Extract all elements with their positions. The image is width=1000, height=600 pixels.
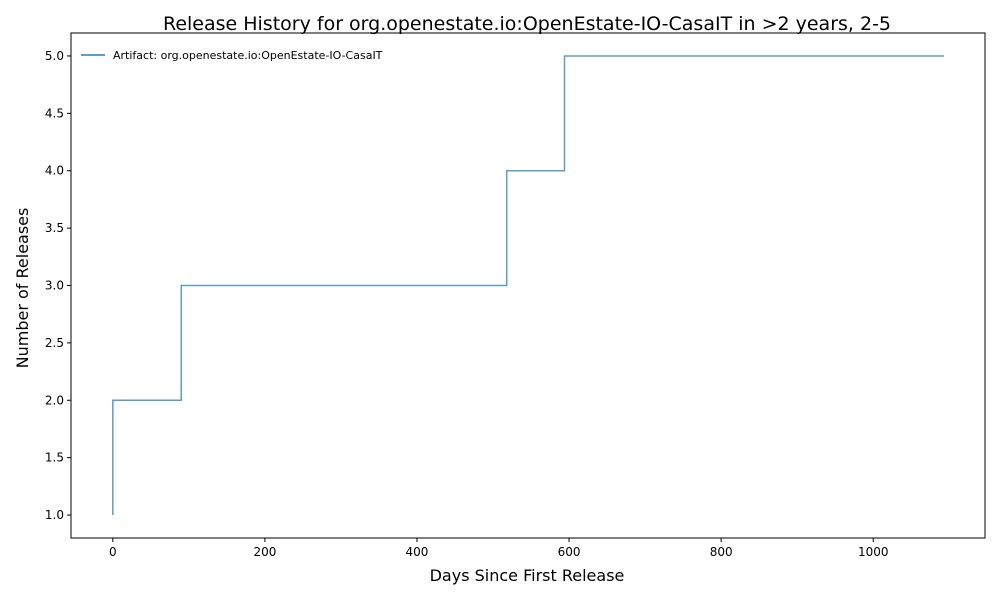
y-tick-label: 1.0 (45, 508, 64, 522)
y-axis-ticks: 1.0 1.5 2.0 2.5 3.0 3.5 4.0 4.5 5.0 (45, 49, 71, 522)
chart-title: Release History for org.openestate.io:Op… (163, 13, 891, 35)
y-tick-label: 5.0 (45, 49, 64, 63)
y-tick-label: 3.5 (45, 221, 64, 235)
x-tick-label: 400 (406, 545, 429, 559)
y-tick-label: 3.0 (45, 279, 64, 293)
x-tick-label: 1000 (858, 545, 889, 559)
y-tick-label: 2.0 (45, 393, 64, 407)
y-tick-label: 2.5 (45, 336, 64, 350)
x-tick-label: 800 (710, 545, 733, 559)
y-tick-label: 4.5 (45, 106, 64, 120)
x-axis-ticks: 0 200 400 600 800 1000 (109, 538, 888, 559)
x-tick-label: 200 (253, 545, 276, 559)
legend-label: Artifact: org.openestate.io:OpenEstate-I… (113, 49, 383, 62)
series-layer (112, 55, 944, 516)
y-axis-title: Number of Releases (13, 208, 32, 369)
x-tick-label: 600 (558, 545, 581, 559)
y-tick-label: 1.5 (45, 451, 64, 465)
x-axis-title: Days Since First Release (430, 566, 625, 585)
series-line-0 (112, 55, 944, 516)
legend: Artifact: org.openestate.io:OpenEstate-I… (81, 49, 383, 62)
x-tick-label: 0 (109, 545, 117, 559)
y-tick-label: 4.0 (45, 164, 64, 178)
